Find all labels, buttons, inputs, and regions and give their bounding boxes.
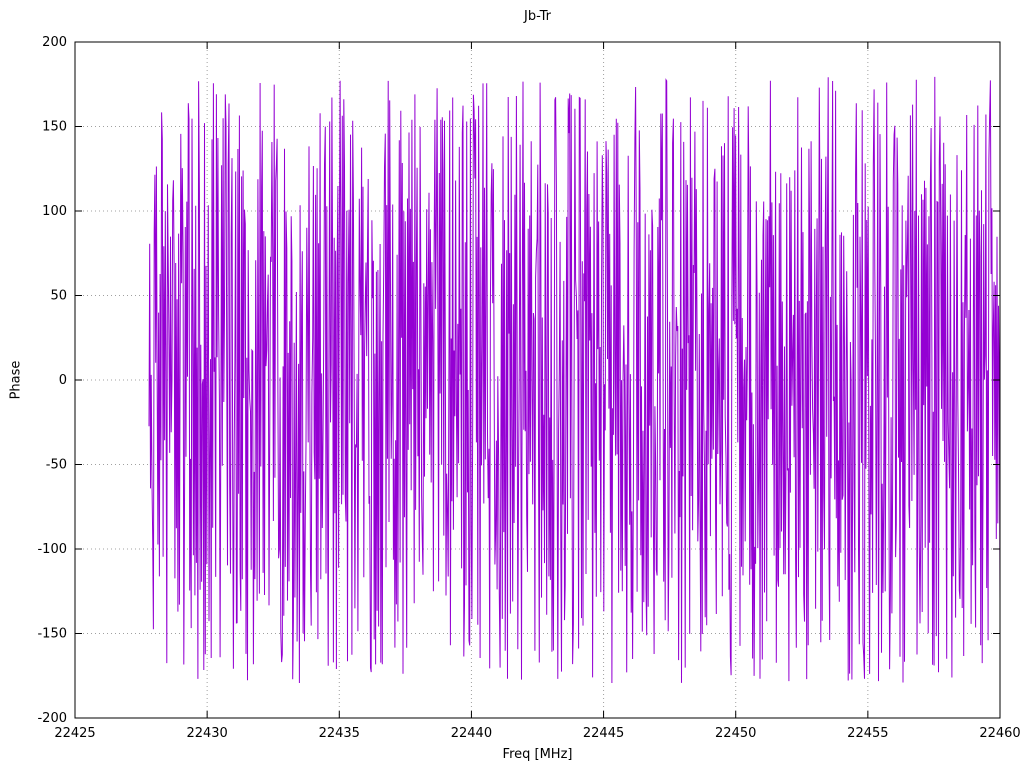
- x-tick-label: 22455: [847, 726, 888, 741]
- y-tick-label: 100: [42, 204, 67, 219]
- phase-series-line: [148, 76, 1000, 684]
- y-tick-label: -200: [37, 711, 67, 726]
- chart-title: Jb-Tr: [524, 9, 551, 24]
- x-tick-label: 22425: [54, 726, 95, 741]
- x-tick-label: 22445: [583, 726, 624, 741]
- y-tick-label: -100: [37, 542, 67, 557]
- y-tick-label: 150: [42, 120, 67, 135]
- x-tick-label: 22430: [186, 726, 227, 741]
- y-tick-label: 0: [59, 373, 67, 388]
- x-tick-label: 22450: [715, 726, 756, 741]
- x-tick-label: 22460: [979, 726, 1020, 741]
- y-tick-label: 50: [50, 289, 67, 304]
- x-tick-label: 22435: [319, 726, 360, 741]
- x-tick-label: 22440: [451, 726, 492, 741]
- y-axis-label: Phase: [8, 360, 24, 400]
- y-tick-label: -150: [37, 627, 67, 642]
- x-axis-label: Freq [MHz]: [502, 747, 573, 762]
- y-tick-label: 200: [42, 35, 67, 50]
- y-tick-label: -50: [46, 458, 67, 473]
